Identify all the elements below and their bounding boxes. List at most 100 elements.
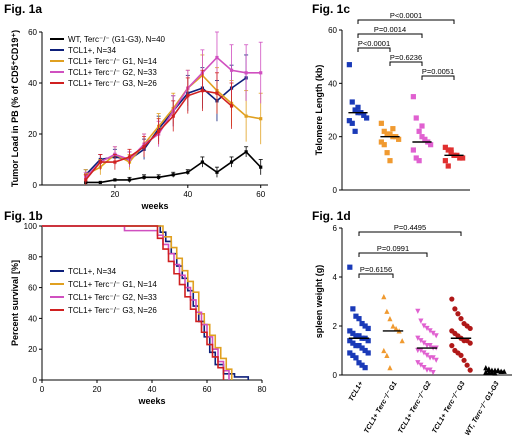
data-point <box>381 347 387 354</box>
data-point <box>433 333 439 339</box>
series-line <box>42 225 230 380</box>
y-tick-label: 2 <box>333 322 338 331</box>
data-point <box>421 323 427 329</box>
data-point <box>157 175 161 179</box>
data-point <box>427 367 433 373</box>
data-point <box>421 365 427 371</box>
data-point <box>416 128 422 134</box>
data-point <box>433 357 439 363</box>
data-point <box>430 355 436 361</box>
data-point <box>428 142 434 148</box>
data-point <box>346 62 352 68</box>
x-category-label: TCL1+ Terc⁻/⁻ G2 <box>397 380 432 434</box>
data-point <box>356 343 362 349</box>
significance-bracket <box>358 273 394 278</box>
data-point <box>355 104 361 110</box>
significance-label: P=0.6156 <box>360 265 392 274</box>
significance-label: P=0.0014 <box>374 25 406 34</box>
data-point <box>452 306 458 312</box>
data-point <box>489 369 495 376</box>
data-point <box>353 343 359 349</box>
data-point <box>418 338 424 344</box>
legend-entry: TCL1+, N=34 <box>68 267 117 276</box>
data-point <box>393 325 399 332</box>
data-point <box>387 131 393 137</box>
significance-bracket <box>358 231 462 236</box>
data-point <box>113 160 117 164</box>
data-point <box>98 160 102 164</box>
data-point <box>448 147 454 153</box>
significance-bracket <box>357 33 423 38</box>
legend-entry: TCL1+ Terc⁻/⁻ G1, N=14 <box>68 280 157 289</box>
legend-entry: TCL1+ Terc⁻/⁻ G3, N=26 <box>68 306 157 315</box>
significance-bracket <box>421 75 455 80</box>
data-point <box>353 333 359 339</box>
data-point <box>445 147 451 153</box>
significance-label: P=0.6236 <box>390 53 422 62</box>
significance-bracket <box>357 47 391 52</box>
fig-1a-label: Fig. 1a <box>4 2 42 16</box>
significance-label: P<0.0001 <box>390 11 422 20</box>
data-point <box>127 178 132 182</box>
data-point <box>483 369 489 375</box>
data-point <box>365 338 371 344</box>
data-point <box>415 360 421 366</box>
data-point <box>200 160 204 164</box>
data-point <box>467 367 473 373</box>
y-tick-label: 0 <box>333 186 338 195</box>
significance-label: P=0.0991 <box>377 244 409 253</box>
y-tick-label: 20 <box>28 130 37 139</box>
data-point <box>410 94 416 100</box>
data-point <box>384 352 390 358</box>
data-point <box>259 165 263 169</box>
legend-entry: TCL1+ Terc⁻/⁻ G3, N=26 <box>68 79 157 88</box>
data-point <box>350 330 356 336</box>
data-point <box>381 142 387 148</box>
y-tick-label: 80 <box>28 253 37 262</box>
x-axis-title: weeks <box>140 201 168 211</box>
data-point <box>449 343 455 349</box>
x-tick-label: 20 <box>93 385 102 394</box>
data-point <box>352 128 358 134</box>
data-point <box>416 158 422 164</box>
data-point <box>359 362 365 368</box>
data-point <box>127 155 132 159</box>
y-tick-label: 20 <box>328 133 337 142</box>
y-axis-title: Tumor Load in PB (% of CD5⁺CD19⁺) <box>10 30 20 187</box>
data-point <box>384 150 390 156</box>
data-point <box>483 365 489 371</box>
data-point <box>396 136 402 142</box>
data-point <box>350 340 356 346</box>
data-point <box>347 264 353 270</box>
y-tick-label: 0 <box>333 371 338 380</box>
x-category-label: TCL1+ <box>348 381 365 403</box>
significance-label: P=0.0051 <box>422 67 454 76</box>
y-axis-title: Telomere Length (kb) <box>314 65 324 156</box>
data-point <box>215 55 219 60</box>
y-tick-label: 6 <box>333 224 338 233</box>
x-tick-label: 0 <box>40 385 45 394</box>
data-point <box>349 120 355 126</box>
data-point <box>361 112 367 118</box>
data-point <box>347 338 353 344</box>
data-point <box>461 357 467 363</box>
y-tick-label: 40 <box>28 314 37 323</box>
data-point <box>244 71 248 75</box>
data-point <box>353 313 359 319</box>
data-point <box>387 316 393 322</box>
data-point <box>171 173 175 177</box>
data-point <box>142 145 146 149</box>
legend-entry: TCL1+ Terc⁻/⁻ G2, N=33 <box>68 293 157 302</box>
data-point <box>359 345 365 351</box>
x-category-label: TCL1+ Terc⁻/⁻ G3 <box>431 380 466 434</box>
data-point <box>390 126 396 132</box>
data-point <box>390 323 396 329</box>
data-point <box>365 325 371 332</box>
x-category-label: WT, Terc⁻/⁻ G1-G3 <box>464 380 501 436</box>
y-tick-label: 40 <box>28 79 37 88</box>
significance-bracket <box>358 252 428 257</box>
data-point <box>399 338 405 344</box>
fig-1c-label: Fig. 1c <box>312 2 350 16</box>
data-point <box>418 318 424 324</box>
